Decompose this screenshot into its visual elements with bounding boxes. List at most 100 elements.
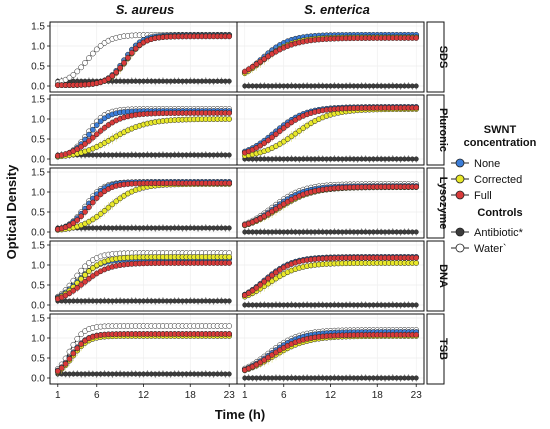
panel-lysozyme-s-enterica-series-antibiotic	[242, 228, 419, 236]
panel-lysozyme-s-enterica-border	[236, 167, 425, 239]
point-water	[86, 259, 92, 266]
point-water	[97, 42, 104, 49]
x-tick-label: 23	[411, 390, 423, 401]
panel-tsb-s-enterica: 1 6 12 18 23	[236, 313, 425, 401]
y-tick-label: 1.0	[31, 115, 45, 126]
panel-sds-s-aureus-series-full	[54, 33, 233, 89]
x-tick-label: 23	[224, 390, 236, 401]
point-full	[74, 217, 81, 223]
panel-sds-s-enterica-border	[236, 21, 425, 93]
x-tick-label: 18	[185, 390, 197, 401]
point-full	[109, 73, 116, 79]
point-full	[125, 54, 131, 61]
point-full	[265, 137, 272, 144]
point-full	[284, 122, 291, 128]
point-corrected	[292, 130, 299, 137]
point-full	[90, 199, 96, 206]
row-label-tsb: TSB	[437, 338, 449, 360]
x-tick-label: 1	[242, 390, 248, 401]
point-full	[280, 125, 287, 131]
x-tick-label: 12	[138, 390, 150, 401]
row-strip-pluronic: Pluronic	[426, 94, 449, 166]
point-water	[226, 323, 233, 329]
panel-pluronic-s-aureus: 0.0 0.5 1.0 1.5	[31, 94, 238, 166]
point-water	[74, 68, 81, 75]
panel-sds-s-enterica-series-antibiotic	[242, 82, 419, 90]
point-none	[97, 118, 104, 125]
point-full	[257, 58, 264, 65]
panel-pluronic-s-enterica-border	[236, 94, 425, 166]
point-full	[136, 42, 143, 48]
point-full	[86, 138, 92, 144]
legend-marker-none	[455, 158, 465, 168]
point-corrected	[284, 136, 291, 142]
panel-dna-s-enterica	[236, 240, 425, 312]
point-full	[82, 141, 88, 147]
point-antibiotic	[226, 225, 232, 231]
point-water	[86, 55, 92, 61]
point-full	[226, 260, 233, 266]
point-full	[86, 275, 92, 282]
point-full	[82, 209, 88, 215]
panel-sds-s-enterica	[236, 21, 425, 93]
point-full	[74, 285, 81, 291]
row-label-pluronic: Pluronic	[437, 108, 449, 152]
point-full	[97, 128, 104, 134]
point-full	[93, 131, 100, 138]
panel-dna-s-aureus-series-full	[54, 260, 233, 302]
row-strip-tsb: TSB	[426, 313, 449, 385]
point-corrected	[101, 207, 108, 214]
point-full	[93, 195, 100, 201]
x-tick-label: 6	[281, 390, 287, 401]
point-full	[66, 290, 73, 297]
legend-label-antibiotic: Antibiotic*	[474, 227, 524, 239]
panel-dna-s-aureus-series-corrected	[54, 254, 233, 302]
point-full	[413, 331, 420, 338]
legend: SWNT concentration None Corrected Full C…	[451, 124, 537, 255]
legend-marker-water	[455, 243, 465, 253]
y-tick-label: 0.5	[31, 208, 45, 219]
y-tick-label: 0.0	[31, 374, 45, 385]
point-corrected	[117, 195, 123, 202]
point-full	[277, 128, 283, 134]
point-antibiotic	[413, 302, 419, 308]
x-tick-label: 6	[94, 390, 100, 401]
point-full	[261, 56, 268, 62]
point-full	[90, 134, 96, 141]
point-corrected	[105, 204, 112, 211]
y-tick-label: 0.5	[31, 354, 45, 365]
point-full	[97, 191, 104, 198]
point-full	[413, 35, 420, 41]
point-full	[74, 345, 81, 352]
point-full	[226, 180, 233, 187]
point-antibiotic	[226, 371, 232, 377]
point-full	[86, 204, 92, 211]
panel-sds-s-aureus: 0.0 0.5 1.0 1.5	[31, 21, 238, 93]
point-corrected	[226, 116, 233, 122]
point-antibiotic	[226, 78, 232, 84]
point-water	[93, 46, 100, 53]
y-tick-label: 1.5	[31, 241, 45, 252]
point-antibiotic	[413, 375, 419, 381]
legend-label-water: Water`	[474, 243, 507, 255]
point-antibiotic	[413, 229, 419, 235]
panel-sds-s-enterica-series-full	[241, 35, 420, 75]
point-full	[70, 220, 77, 226]
point-none	[93, 122, 100, 128]
x-tick-label: 18	[372, 390, 384, 401]
point-full	[101, 124, 108, 131]
panel-dna-s-enterica-series-antibiotic	[242, 301, 419, 309]
point-corrected	[113, 198, 120, 205]
point-corrected	[413, 260, 420, 266]
point-full	[132, 45, 139, 52]
legend-marker-full	[455, 190, 465, 200]
y-tick-label: 0.0	[31, 228, 45, 239]
point-full	[253, 61, 260, 68]
x-tick-label: 1	[55, 390, 61, 401]
legend-item-full: Full	[451, 190, 492, 202]
panel-lysozyme-s-enterica	[236, 167, 425, 239]
panel-lysozyme-s-enterica-series-full	[241, 183, 420, 228]
panel-grid: 0.00.51.01.50.00.51.01.50.00.51.01.50.00…	[31, 21, 425, 401]
legend-marker-corrected	[455, 174, 465, 184]
